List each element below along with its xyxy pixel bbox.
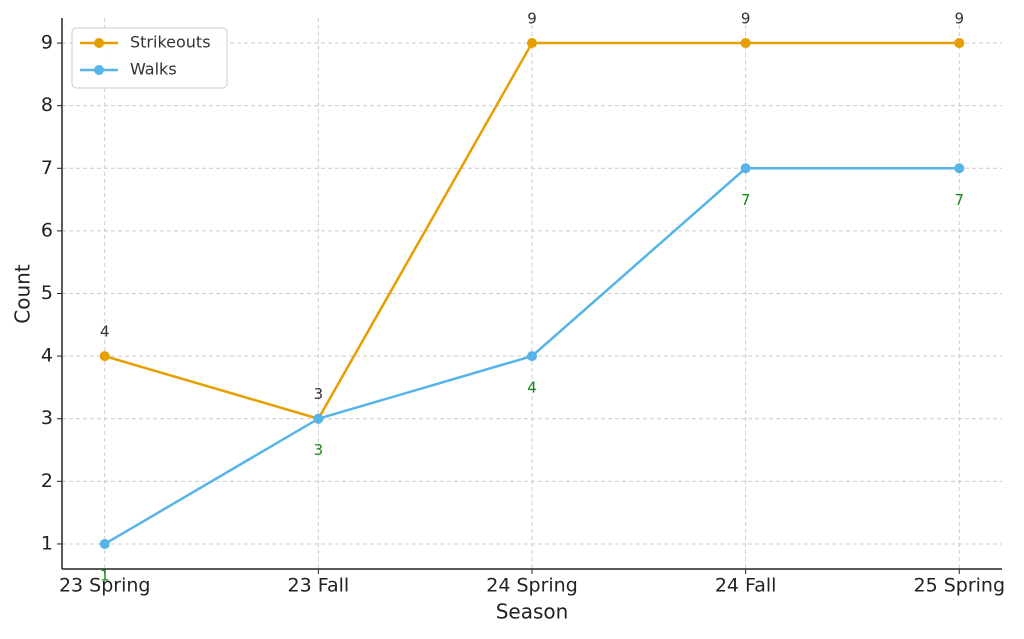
y-tick-label: 5: [41, 282, 53, 304]
y-tick-label: 8: [41, 94, 53, 116]
y-tick-label: 6: [41, 219, 53, 241]
legend-marker: [94, 38, 104, 48]
data-point: [99, 538, 110, 549]
data-point: [740, 163, 751, 174]
data-label: 7: [954, 191, 964, 209]
x-tick-label: 24 Spring: [486, 575, 578, 597]
data-point: [740, 38, 751, 49]
data-label: 7: [741, 191, 751, 209]
data-label: 9: [527, 10, 537, 28]
legend-marker: [94, 65, 104, 75]
data-label: 9: [954, 10, 964, 28]
x-tick-label: 23 Fall: [288, 575, 350, 597]
y-tick-label: 1: [41, 532, 53, 554]
data-label: 1: [100, 566, 110, 584]
y-tick-label: 2: [41, 470, 53, 492]
y-tick-label: 4: [41, 345, 53, 367]
data-point: [954, 38, 965, 49]
data-point: [954, 163, 965, 174]
y-tick-label: 3: [41, 407, 53, 429]
data-label: 3: [314, 385, 324, 403]
data-point: [527, 351, 537, 362]
y-axis-title: Count: [11, 264, 35, 324]
data-label: 4: [100, 323, 110, 341]
data-point: [99, 351, 110, 362]
legend-label: Strikeouts: [130, 33, 211, 52]
data-point: [313, 413, 324, 424]
data-label: 3: [314, 441, 324, 459]
legend-label: Walks: [130, 60, 177, 79]
x-tick-label: 24 Fall: [715, 575, 777, 597]
x-tick-label: 25 Spring: [914, 575, 1006, 597]
x-axis-title: Season: [496, 600, 569, 624]
data-point: [527, 38, 537, 49]
y-tick-label: 7: [41, 157, 53, 179]
y-tick-label: 9: [41, 32, 53, 54]
data-label: 4: [527, 379, 537, 397]
x-tick-label: 23 Spring: [59, 575, 151, 597]
data-label: 9: [741, 10, 751, 28]
